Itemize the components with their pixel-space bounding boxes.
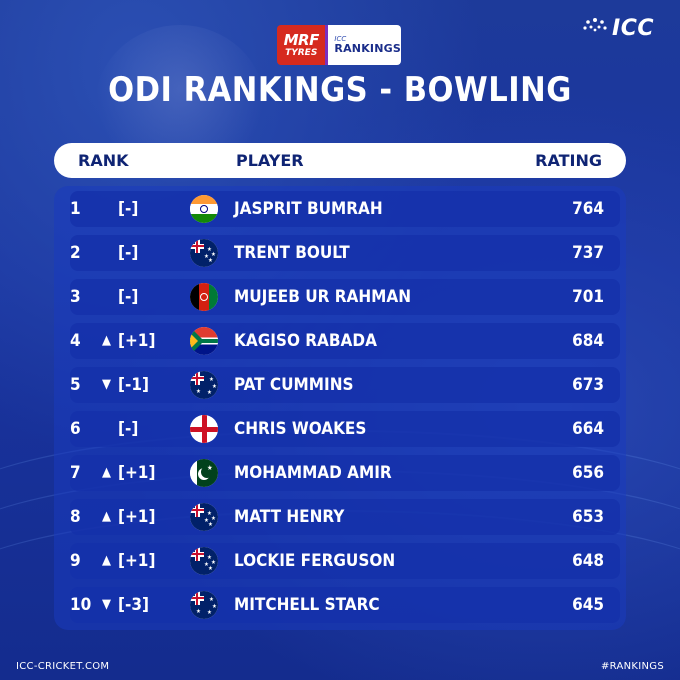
player-rating: 656 — [572, 463, 604, 483]
player-name: KAGISO RABADA — [234, 331, 377, 351]
player-name: CHRIS WOAKES — [234, 419, 367, 439]
england-flag-icon — [190, 415, 218, 443]
table-row: 6 [-] CHRIS WOAKES 664 — [70, 411, 620, 447]
rankings-hashtag: #RANKINGS — [600, 661, 664, 672]
row-rank: 1 — [70, 199, 81, 219]
rating-column-header: RATING — [535, 151, 602, 170]
rank-change: [-] — [118, 199, 139, 219]
player-rating: 764 — [572, 199, 604, 219]
rank-up-arrow-icon: ▲ — [102, 553, 111, 568]
mrf-tyres-logo: MRF TYRES — [277, 25, 326, 65]
icc-logo-text: ICC — [612, 16, 654, 41]
rank-column-header: RANK — [78, 151, 129, 170]
table-row: 3 [-] MUJEEB UR RAHMAN 701 — [70, 279, 620, 315]
player-rating: 645 — [572, 595, 604, 615]
player-rating: 684 — [572, 331, 604, 351]
rank-up-arrow-icon: ▲ — [102, 333, 111, 348]
player-rating: 701 — [572, 287, 604, 307]
player-rating: 664 — [572, 419, 604, 439]
mrf-icc-rankings-logo: MRF TYRES ICC RANKINGS — [277, 25, 401, 65]
player-name: LOCKIE FERGUSON — [234, 551, 396, 571]
rank-down-arrow-icon: ▼ — [102, 597, 111, 612]
rank-change: [-] — [118, 419, 139, 439]
player-name: MUJEEB UR RAHMAN — [234, 287, 411, 307]
website-link[interactable]: ICC-CRICKET.COM — [16, 661, 110, 672]
player-name: PAT CUMMINS — [234, 375, 354, 395]
icc-rankings-badge: ICC RANKINGS — [325, 25, 401, 65]
rank-change: [+1] — [118, 331, 156, 351]
row-rank: 7 — [70, 463, 81, 483]
player-rating: 673 — [572, 375, 604, 395]
row-rank: 2 — [70, 243, 81, 263]
table-row: 9 ▲ [+1] ★ ★ ★ ★ LOCKIE FERGUSON 648 — [70, 543, 620, 579]
australia-flag-icon: ★ ★ ★ ★ — [190, 371, 218, 399]
new-zealand-flag-icon: ★ ★ ★ ★ — [190, 547, 218, 575]
player-name: TRENT BOULT — [234, 243, 350, 263]
table-row: 2 [-] ★ ★ ★ ★ TRENT BOULT 737 — [70, 235, 620, 271]
rank-up-arrow-icon: ▲ — [102, 465, 111, 480]
icc-badge-text: ICC — [334, 35, 347, 43]
page-title: ODI RANKINGS - BOWLING — [108, 70, 572, 110]
rankings-badge-text: RANKINGS — [334, 42, 401, 55]
new-zealand-flag-icon: ★ ★ ★ ★ — [190, 503, 218, 531]
rank-up-arrow-icon: ▲ — [102, 509, 111, 524]
row-rank: 8 — [70, 507, 81, 527]
australia-flag-icon: ★ ★ ★ ★ — [190, 591, 218, 619]
player-rating: 737 — [572, 243, 604, 263]
row-rank: 6 — [70, 419, 81, 439]
rank-down-arrow-icon: ▼ — [102, 377, 111, 392]
rank-change: [-3] — [118, 595, 149, 615]
row-rank: 3 — [70, 287, 81, 307]
rank-change: [+1] — [118, 551, 156, 571]
tyres-logo-text: TYRES — [285, 47, 318, 58]
player-rating: 653 — [572, 507, 604, 527]
row-rank: 5 — [70, 375, 81, 395]
table-row: 10 ▼ [-3] ★ ★ ★ ★ MITCHELL STARC 645 — [70, 587, 620, 623]
rank-change: [-] — [118, 287, 139, 307]
player-name: MATT HENRY — [234, 507, 345, 527]
rank-change: [+1] — [118, 463, 156, 483]
rank-change: [-1] — [118, 375, 149, 395]
row-rank: 4 — [70, 331, 81, 351]
row-rank: 9 — [70, 551, 81, 571]
table-header: RANK PLAYER RATING — [54, 143, 626, 178]
table-row: 5 ▼ [-1] ★ ★ ★ ★ PAT CUMMINS 673 — [70, 367, 620, 403]
south-africa-flag-icon — [190, 327, 218, 355]
table-row: 7 ▲ [+1] ★ MOHAMMAD AMIR 656 — [70, 455, 620, 491]
table-row: 1 [-] JASPRIT BUMRAH 764 — [70, 191, 620, 227]
row-rank: 10 — [70, 595, 92, 615]
india-flag-icon — [190, 195, 218, 223]
rank-change: [+1] — [118, 507, 156, 527]
pakistan-flag-icon: ★ — [190, 459, 218, 487]
afghanistan-flag-icon — [190, 283, 218, 311]
mrf-logo-text: MRF — [283, 30, 320, 49]
table-row: 4 ▲ [+1] KAGISO RABADA 684 — [70, 323, 620, 359]
player-name: MITCHELL STARC — [234, 595, 380, 615]
icc-logo: ICC — [582, 16, 654, 41]
player-name: JASPRIT BUMRAH — [234, 199, 383, 219]
player-name: MOHAMMAD AMIR — [234, 463, 392, 483]
icc-globe-icon — [583, 17, 607, 31]
table-row: 8 ▲ [+1] ★ ★ ★ ★ MATT HENRY 653 — [70, 499, 620, 535]
rank-change: [-] — [118, 243, 139, 263]
player-rating: 648 — [572, 551, 604, 571]
player-column-header: PLAYER — [236, 151, 304, 170]
new-zealand-flag-icon: ★ ★ ★ ★ — [190, 239, 218, 267]
